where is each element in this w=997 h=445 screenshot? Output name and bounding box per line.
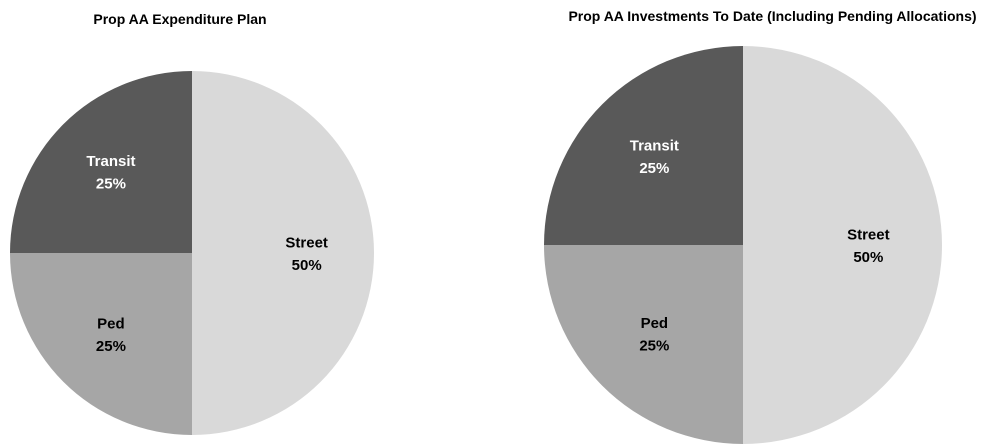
pie-slice xyxy=(544,245,743,444)
slice-label: Ped 25% xyxy=(96,315,126,355)
value-label: 25% xyxy=(639,160,669,177)
value-label: 50% xyxy=(853,249,883,266)
category-label: Ped xyxy=(641,315,669,332)
value-label: 25% xyxy=(639,337,669,354)
value-label: 25% xyxy=(96,338,126,355)
slice-label: Transit 25% xyxy=(86,153,135,193)
category-label: Street xyxy=(847,226,890,243)
category-label: Transit xyxy=(630,138,679,155)
chart-title: Prop AA Expenditure Plan xyxy=(93,11,267,27)
value-label: 50% xyxy=(292,257,322,274)
category-label: Transit xyxy=(86,153,135,170)
pie-slice xyxy=(544,46,743,245)
pie-slice xyxy=(10,253,192,435)
value-label: 25% xyxy=(96,176,126,193)
slice-label: Ped 25% xyxy=(639,315,669,355)
slice-label: Transit 25% xyxy=(630,138,679,178)
pie-slice xyxy=(743,46,942,444)
category-label: Ped xyxy=(97,315,125,332)
pie-slice xyxy=(10,71,192,253)
chart-title: Prop AA Investments To Date (Including P… xyxy=(568,8,977,24)
slice-label: Street 50% xyxy=(847,226,890,266)
category-label: Street xyxy=(285,234,328,251)
slice-label: Street 50% xyxy=(285,234,328,274)
pie-slice xyxy=(192,71,374,435)
